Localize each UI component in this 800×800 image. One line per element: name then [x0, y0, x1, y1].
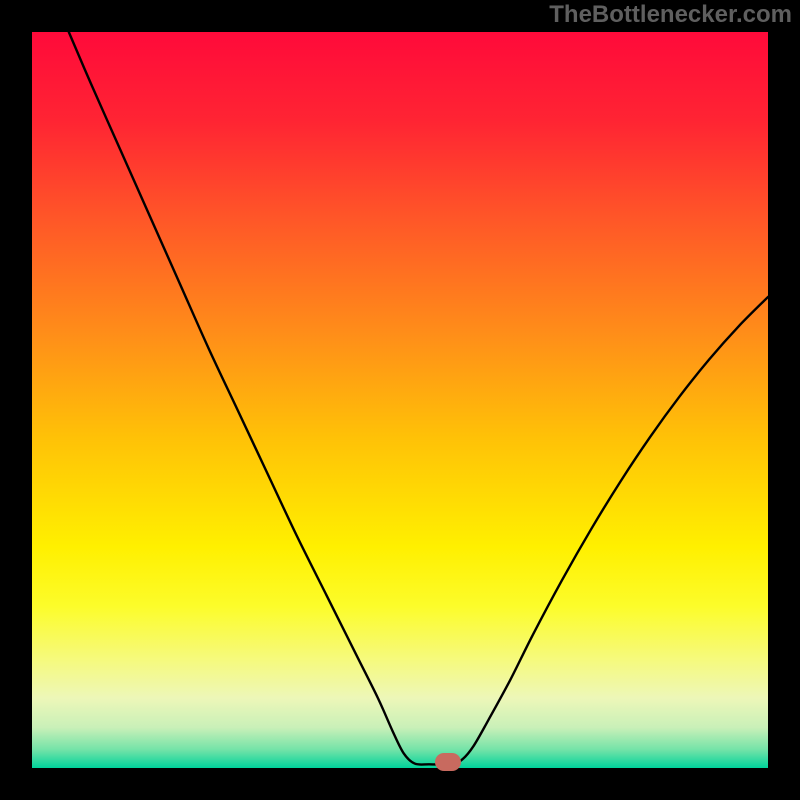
plot-area	[32, 32, 768, 768]
optimal-marker	[435, 753, 461, 771]
bottleneck-curve	[32, 32, 768, 768]
chart-frame: TheBottlenecker.com	[0, 0, 800, 800]
watermark-label: TheBottlenecker.com	[549, 0, 792, 30]
